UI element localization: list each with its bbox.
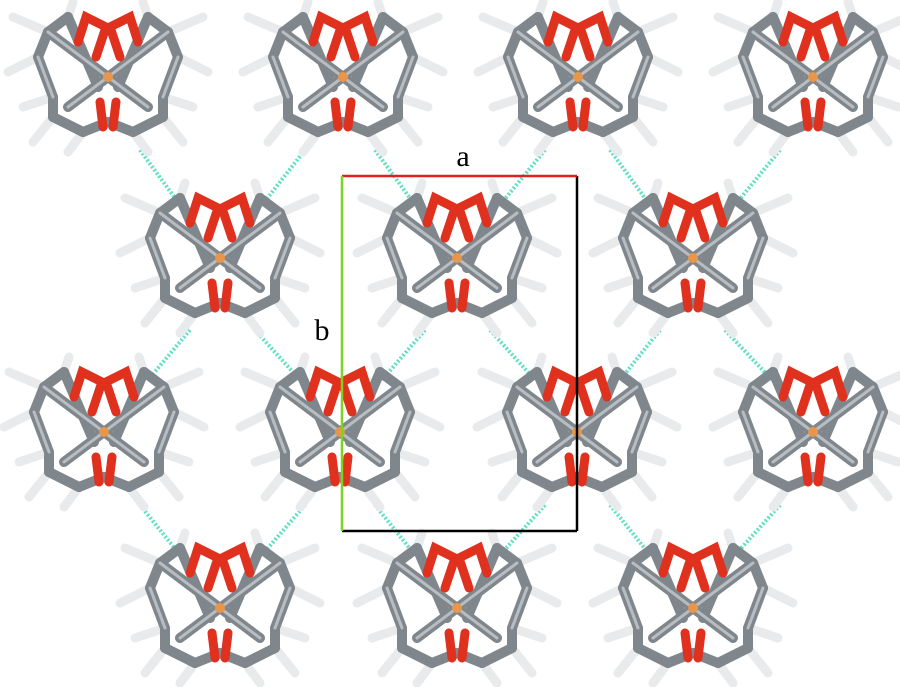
molecule	[593, 183, 793, 333]
molecule	[240, 357, 440, 507]
axis-label-b: b	[315, 314, 330, 347]
molecule	[357, 533, 557, 683]
molecule	[120, 183, 320, 333]
molecule	[243, 2, 443, 152]
molecule	[4, 357, 204, 507]
molecule	[120, 533, 320, 683]
axis-label-a: a	[456, 140, 469, 173]
molecule	[713, 357, 900, 507]
molecule	[713, 2, 900, 152]
unit-cell	[340, 174, 579, 533]
molecule	[478, 2, 678, 152]
molecule	[593, 533, 793, 683]
molecule	[357, 183, 557, 333]
molecules	[4, 2, 900, 683]
molecule	[8, 2, 208, 152]
